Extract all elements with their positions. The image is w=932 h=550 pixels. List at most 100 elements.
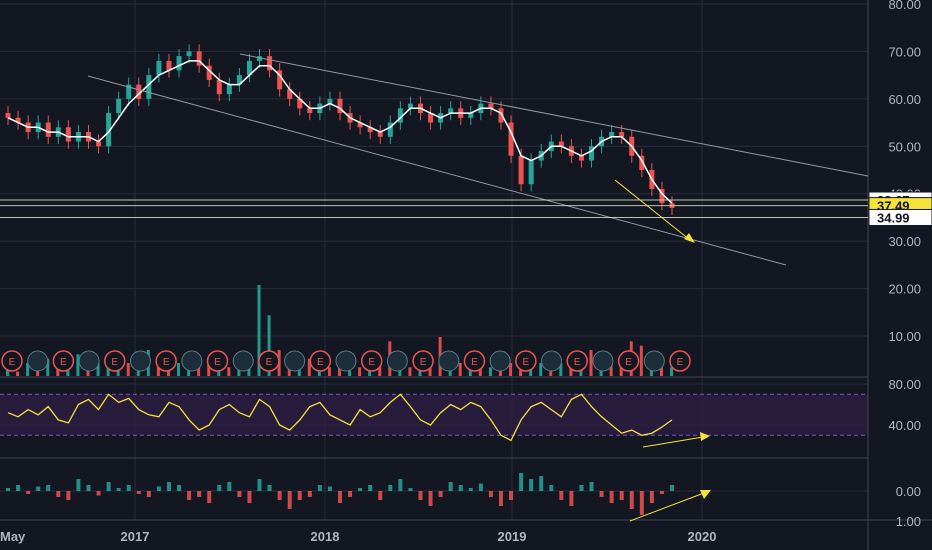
dividend-marker bbox=[181, 350, 203, 372]
oscillator-bar bbox=[66, 491, 71, 500]
oscillator-bar bbox=[659, 491, 664, 494]
oscillator-axis-tick: 1.00 bbox=[896, 514, 921, 529]
rsi-line bbox=[7, 393, 673, 442]
oscillator-bar bbox=[488, 491, 493, 497]
oscillator-bar bbox=[398, 479, 403, 491]
earnings-marker-label: E bbox=[523, 357, 530, 368]
earnings-marker-label: E bbox=[163, 357, 170, 368]
volume-bar bbox=[267, 315, 271, 376]
oscillator-bar bbox=[287, 491, 292, 509]
oscillator-bar bbox=[388, 485, 393, 491]
oscillator-bar bbox=[217, 485, 222, 491]
oscillator-bar bbox=[438, 491, 443, 497]
candle-body bbox=[65, 127, 71, 142]
oscillator-bar bbox=[458, 485, 463, 491]
candle-body bbox=[337, 98, 343, 114]
channel-upper-trendline[interactable] bbox=[239, 53, 869, 177]
oscillator-arrow-line[interactable] bbox=[629, 492, 705, 522]
time-axis-tick: 2017 bbox=[121, 529, 150, 544]
price-axis-tick: 10.00 bbox=[888, 329, 921, 344]
earnings-marker-label: E bbox=[111, 357, 118, 368]
volume-bar bbox=[197, 367, 201, 376]
oscillator-histogram bbox=[6, 473, 674, 515]
candle-body bbox=[488, 103, 494, 109]
price-axis-labels: 80.00 70.00 60.00 50.00 40.00 30.00 20.00 10.00… bbox=[888, 0, 921, 529]
candle-body bbox=[216, 79, 222, 95]
candle-body bbox=[196, 51, 202, 66]
oscillator-bar bbox=[187, 491, 192, 500]
candle-body bbox=[397, 108, 403, 123]
oscillator-bar bbox=[46, 485, 51, 491]
earnings-marker-label: E bbox=[574, 357, 581, 368]
candle-body bbox=[297, 98, 303, 109]
volume-bar bbox=[177, 363, 181, 376]
candle-body bbox=[327, 98, 333, 104]
candle-body bbox=[558, 141, 564, 147]
candle-body bbox=[156, 60, 162, 76]
volume-bar bbox=[106, 367, 110, 376]
candle-body bbox=[659, 188, 665, 204]
volume-bar bbox=[96, 363, 100, 376]
oscillator-bar bbox=[569, 491, 574, 506]
oscillator-bar bbox=[166, 482, 171, 491]
channel-lower-trendline[interactable] bbox=[87, 75, 787, 266]
volume-bar bbox=[126, 363, 130, 376]
time-axis-tick: May bbox=[0, 529, 26, 544]
oscillator-bar bbox=[589, 482, 594, 491]
candle-body bbox=[639, 155, 645, 170]
earnings-marker bbox=[258, 350, 280, 372]
earnings-marker bbox=[463, 350, 486, 372]
candle-body bbox=[226, 84, 232, 95]
oscillator-arrow-head-icon bbox=[700, 490, 711, 499]
oscillator-bar bbox=[56, 491, 61, 497]
time-axis-tick: 2018 bbox=[311, 529, 340, 544]
earnings-marker-label: E bbox=[471, 357, 478, 368]
oscillator-bar bbox=[358, 488, 363, 491]
candle-body bbox=[518, 155, 524, 185]
earnings-marker bbox=[1, 350, 23, 372]
volume-bar bbox=[378, 363, 382, 376]
dividend-marker bbox=[438, 350, 460, 372]
oscillator-bar bbox=[519, 473, 524, 491]
oscillator-bar bbox=[327, 486, 332, 491]
price-axis-tick: 30.00 bbox=[888, 234, 921, 249]
volume-bar bbox=[86, 367, 90, 376]
price-arrow-line[interactable] bbox=[614, 179, 691, 241]
volume-bar bbox=[408, 367, 412, 376]
volume-bar bbox=[26, 363, 30, 376]
dividend-marker bbox=[592, 350, 614, 372]
rsi-arrow-line[interactable] bbox=[642, 436, 704, 448]
candle-body bbox=[246, 60, 252, 76]
volume-bar bbox=[227, 367, 231, 376]
candle-body bbox=[146, 75, 152, 99]
oscillator-bar bbox=[649, 491, 654, 503]
candle-body bbox=[498, 108, 504, 123]
oscillator-bar bbox=[277, 491, 282, 500]
oscillator-bar bbox=[509, 491, 514, 500]
rsi-band-fill bbox=[0, 394, 868, 436]
earnings-marker-label: E bbox=[266, 357, 273, 368]
oscillator-bar bbox=[96, 491, 101, 496]
dividend-marker bbox=[27, 350, 49, 372]
dividend-marker bbox=[643, 350, 665, 372]
oscillator-bar bbox=[478, 483, 483, 491]
oscillator-bar bbox=[428, 491, 433, 506]
oscillator-bar bbox=[498, 491, 503, 506]
candle-body bbox=[96, 141, 102, 147]
earnings-marker bbox=[309, 350, 332, 372]
dividend-marker bbox=[232, 350, 254, 372]
rsi-arrow-head-icon bbox=[700, 432, 710, 441]
oscillator-bar bbox=[237, 491, 242, 497]
oscillator-bar bbox=[619, 491, 624, 500]
earnings-marker bbox=[566, 350, 588, 372]
oscillator-bar bbox=[106, 482, 111, 491]
candle-body bbox=[357, 122, 363, 128]
candle-body bbox=[377, 132, 383, 137]
volume-bar bbox=[307, 358, 311, 376]
oscillator-bar bbox=[146, 491, 151, 497]
candle-body bbox=[448, 108, 454, 114]
earnings-marker-label: E bbox=[625, 357, 632, 368]
